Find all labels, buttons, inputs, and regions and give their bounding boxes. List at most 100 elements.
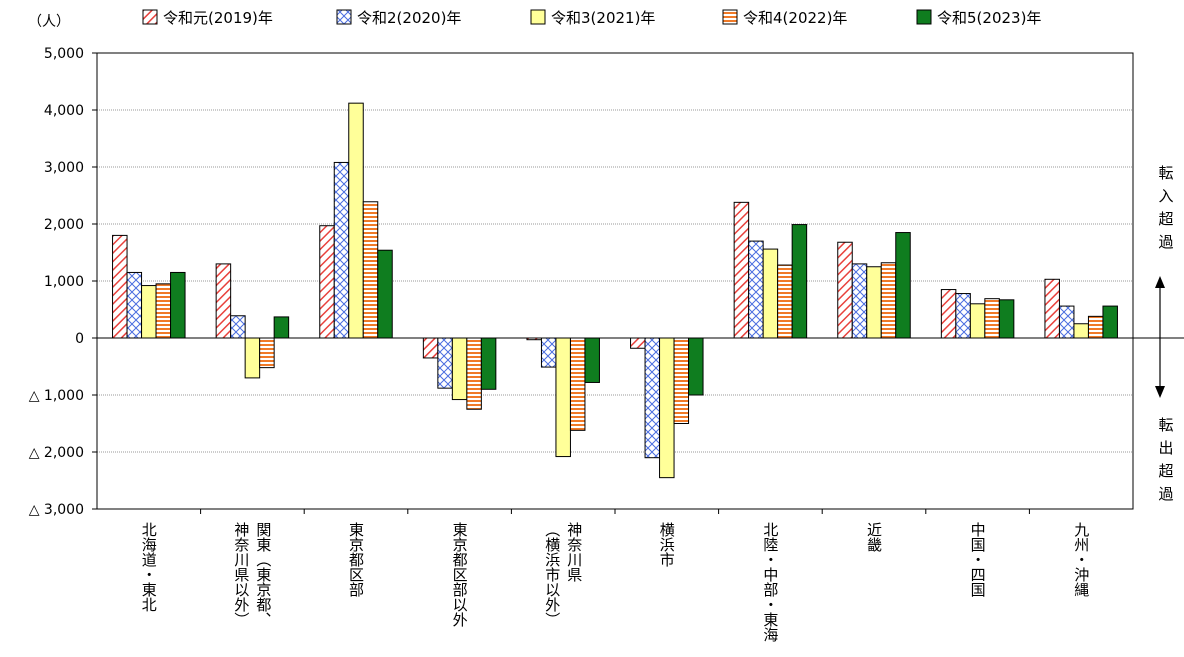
x-category-label: 関東（東京都、神奈川県以外）: [232, 522, 272, 627]
y-tick-label: △ 2,000: [29, 445, 84, 461]
x-category-label: 神奈川県（横浜市以外）: [543, 522, 583, 627]
legend: 令和元(2019)年 令和2(2020)年 令和3(2021)年 令和4(2022)年…: [142, 9, 1041, 27]
legend-swatch: [916, 9, 932, 25]
bar-series-5-cat-4: [480, 337, 497, 390]
legend-swatch: [336, 9, 352, 25]
side-annotation-char: 過: [1158, 485, 1173, 503]
legend-label: 令和5(2023)年: [937, 9, 1041, 27]
bar-series-5-cat-9: [998, 299, 1015, 339]
legend-label: 令和3(2021)年: [551, 9, 655, 27]
x-category-label: 横浜市: [658, 522, 676, 567]
bar-series-3-cat-5: [555, 337, 571, 458]
bar-series-4-cat-6: [673, 337, 690, 424]
y-tick-label: 5,000: [44, 46, 84, 62]
bar-series-2-cat-6: [644, 337, 661, 459]
bar-series-3-cat-9: [969, 303, 986, 339]
bar-series-4-cat-2: [259, 337, 275, 369]
x-category-label-line: 中国・四国: [969, 522, 987, 597]
y-tick-label: 0: [75, 331, 84, 347]
bar-series-2-cat-5: [540, 337, 557, 368]
bar-series-4-cat-8: [880, 262, 897, 339]
side-annotation-char: 転: [1158, 164, 1173, 182]
bar-series-2-cat-7: [748, 240, 764, 339]
bar-series-5-cat-5: [584, 337, 600, 383]
x-axis-labels: 北海道・東北 関東（東京都、神奈川県以外） 東京都区部 東京都区部以外 神奈川県（横浜市…: [140, 522, 1090, 642]
bar-series-4-cat-5: [569, 337, 586, 431]
bar-series-3-cat-7: [762, 248, 779, 339]
bar-series-3-cat-2: [244, 337, 261, 379]
bar-series-4-cat-4: [466, 337, 482, 410]
bar-series-5-cat-7: [791, 224, 808, 339]
x-category-label: 九州・沖縄: [1072, 522, 1090, 597]
y-unit-label: （人）: [28, 14, 70, 30]
bar-series-3-cat-10: [1073, 323, 1089, 339]
bar-series-2-cat-2: [230, 315, 246, 339]
bar-series-5-cat-1: [170, 271, 186, 339]
bar-series-3-cat-1: [141, 285, 157, 339]
side-annotation-char: 転: [1158, 416, 1173, 434]
side-annotation-char: 超: [1158, 210, 1173, 228]
y-tick-label: 3,000: [44, 160, 84, 176]
legend-swatch: [142, 9, 158, 25]
bar-series-2-cat-1: [126, 271, 143, 339]
bar-series-1-cat-6: [630, 337, 646, 349]
x-category-label-line: 九州・沖縄: [1072, 522, 1090, 597]
bar-series-4-cat-3: [362, 201, 379, 339]
bar-series-2-cat-8: [851, 263, 868, 339]
gridlines: [97, 109, 1133, 453]
bar-series-1-cat-7: [733, 201, 750, 339]
bar-series-1-cat-9: [940, 289, 957, 339]
x-category-label: 近畿: [865, 522, 883, 552]
bar-series-1-cat-8: [837, 241, 853, 339]
bar-series-3-cat-4: [451, 337, 468, 401]
bar-series-3-cat-6: [659, 337, 675, 479]
bar-series-4-cat-7: [777, 264, 793, 339]
x-category-label: 中国・四国: [969, 522, 987, 597]
legend-swatch: [530, 9, 546, 25]
x-category-label-line: 神奈川県: [565, 522, 583, 582]
x-category-label: 東京都区部: [347, 522, 365, 597]
bar-series-2-cat-10: [1058, 305, 1075, 339]
x-category-label-line: 近畿: [865, 522, 883, 552]
side-annotation-char: 入: [1158, 187, 1173, 205]
double-arrow-icon: [1155, 276, 1165, 398]
x-category-label-line: 北海道・東北: [140, 522, 158, 612]
y-tick-label: 2,000: [44, 217, 84, 233]
bar-series-5-cat-3: [377, 249, 393, 339]
y-tick-label: 4,000: [44, 103, 84, 119]
bar-series-2-cat-3: [333, 161, 350, 339]
bar-series-1-cat-10: [1044, 278, 1060, 339]
y-tick-label: △ 1,000: [29, 388, 84, 404]
x-category-label-line: 関東（東京都、: [254, 522, 272, 627]
bar-series-5-cat-2: [273, 316, 290, 339]
bar-series-2-cat-4: [437, 337, 453, 389]
x-category-label-line: 東京都区部: [347, 522, 365, 597]
legend-label: 令和2(2020)年: [357, 9, 461, 27]
side-annotation-char: 過: [1158, 233, 1173, 251]
bar-series-1-cat-1: [112, 234, 128, 339]
legend-label: 令和4(2022)年: [743, 9, 847, 27]
x-category-label: 東京都区部以外: [451, 522, 469, 627]
bar-series-1-cat-2: [215, 263, 232, 339]
bar-series-5-cat-10: [1102, 305, 1118, 339]
y-axis: 5,000 4,000 3,000 2,000 1,000 0 △ 1,000 △ 2,000…: [29, 46, 97, 518]
bar-series-4-cat-1: [155, 283, 172, 339]
bar-series-5-cat-6: [688, 337, 704, 396]
y-tick-label: △ 3,000: [29, 502, 84, 518]
side-annotation-char: 出: [1158, 439, 1173, 457]
x-category-label: 北陸・中部・東海: [761, 522, 779, 642]
x-category-label-line: 神奈川県以外）: [232, 522, 250, 627]
x-category-label-line: 北陸・中部・東海: [761, 522, 779, 642]
bar-series-3-cat-3: [348, 102, 364, 339]
x-category-label-line: （横浜市以外）: [543, 522, 561, 627]
legend-swatch: [722, 9, 738, 25]
x-category-label-line: 横浜市: [658, 522, 676, 567]
bar-series-4-cat-10: [1087, 315, 1104, 339]
bars: [112, 102, 1118, 514]
y-tick-label: 1,000: [44, 274, 84, 290]
x-category-label: 北海道・東北: [140, 522, 158, 612]
side-annotation-char: 超: [1158, 462, 1173, 480]
x-category-label-line: 東京都区部以外: [451, 522, 469, 627]
